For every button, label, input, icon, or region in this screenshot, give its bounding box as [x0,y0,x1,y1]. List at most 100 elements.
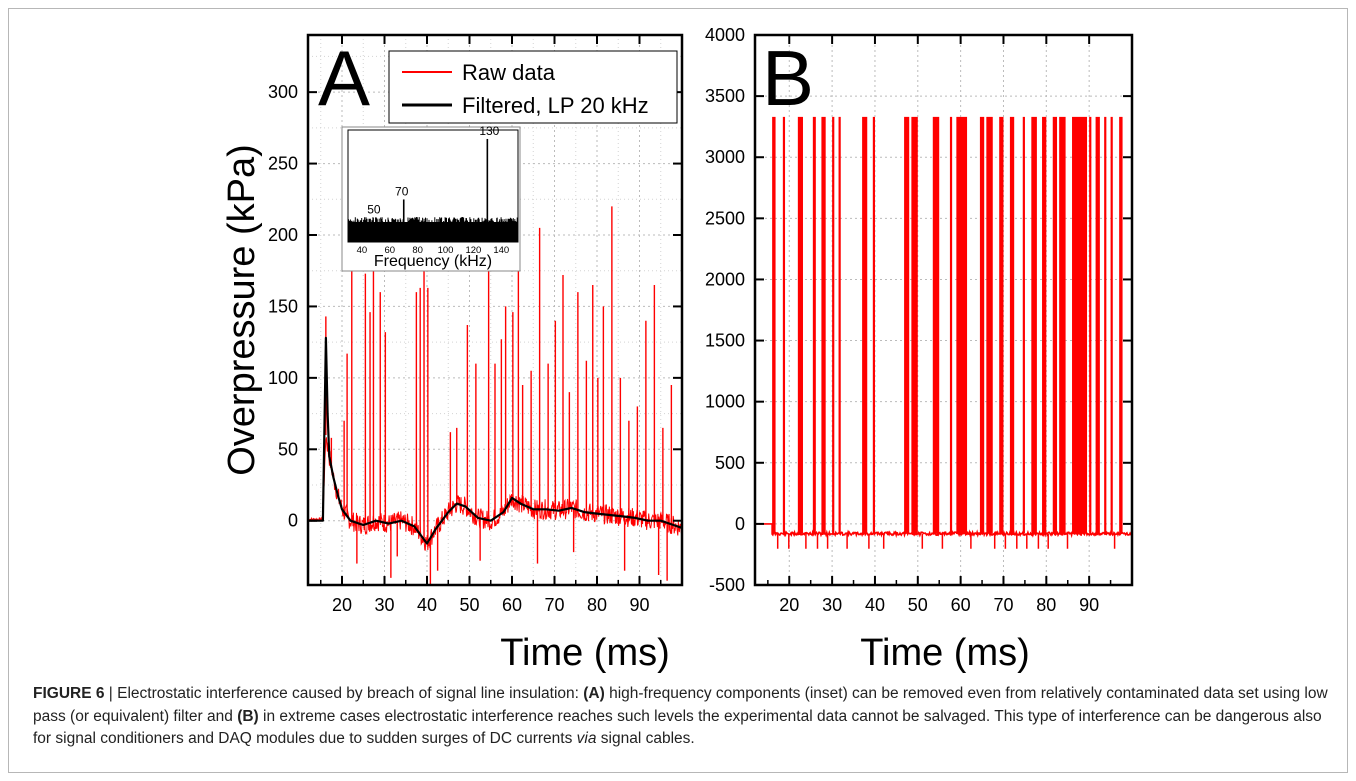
panel-label-a: A [318,34,370,122]
saturated-block [1095,116,1100,534]
legend-label-raw: Raw data [462,60,556,85]
x-tick-label: 50 [459,595,479,615]
inset-peak-label: 50 [367,202,381,216]
x-tick-label: 40 [865,595,885,615]
inset-x-tick-label: 60 [385,245,396,256]
saturated-block [1110,116,1113,534]
ticks-b: 20 30 40 50 60 70 80 90 -500 0 500 1000 1500 2000 2500… [705,25,1132,615]
inset-x-tick-label: 40 [357,245,368,256]
chart-panel-b: 20 30 40 50 60 70 80 90 -500 0 500 1000 1500 2000 2500… [705,25,1134,674]
x-tick-label: 80 [1036,595,1056,615]
y-tick-label: 3500 [705,86,745,106]
inset-peak-label: 130 [479,124,499,138]
caption-tag-a: (A) [583,685,605,702]
saturated-block [904,116,910,534]
y-tick-label: 0 [735,514,745,534]
y-tick-label: 200 [268,225,298,245]
filtered-data-line [308,336,682,545]
saturated-block [911,116,918,534]
saturated-block [838,116,841,534]
y-tick-label: 250 [268,154,298,174]
saturated-block [812,116,816,534]
inset-x-axis-label: Frequency (kHz) [374,253,492,270]
inset-x-tick-label: 140 [493,245,509,256]
saturated-block [1031,116,1037,534]
saturated-block [1042,116,1047,534]
saturated-block [979,116,985,534]
y-axis-label-a: Overpressure (kPa) [221,144,263,476]
x-tick-label: 90 [629,595,649,615]
y-tick-label: 150 [268,296,298,316]
caption-separator: | [104,685,118,702]
saturated-block [1119,116,1123,534]
caption-figure-label: FIGURE 6 [33,685,105,702]
figure-caption: FIGURE 6 | Electrostatic interference ca… [33,683,1333,751]
x-axis-label-a: Time (ms) [500,632,670,674]
inset-x-tick-label: 80 [412,245,423,256]
caption-end: signal cables. [596,730,695,747]
plot-area-b [755,116,1132,549]
negative-spikes [776,533,1116,549]
x-tick-label: 30 [822,595,842,615]
interference-baseline [755,523,1132,539]
y-tick-label: 3000 [705,147,745,167]
x-tick-label: 70 [993,595,1013,615]
y-tick-label: 100 [268,368,298,388]
saturated-block [1089,116,1092,534]
panel-label-b: B [762,34,814,122]
inset-peak-label: 70 [395,184,409,198]
x-tick-label: 40 [417,595,437,615]
inset-axes-frame [347,129,519,243]
legend-box [388,50,678,124]
y-tick-label: 300 [268,82,298,102]
saturated-block [772,116,776,534]
figure-frame [8,8,1348,773]
x-tick-label: 30 [374,595,394,615]
axes-frame-a [306,33,684,587]
saturated-block [1022,116,1025,534]
y-tick-label: 50 [278,439,298,459]
y-tick-label: 500 [715,453,745,473]
y-tick-label: -500 [709,575,745,595]
saturated-block [932,116,940,534]
chart-panel-a: 20 30 40 50 60 70 80 90 0 50 100 150 200 250 300 A Tim… [221,33,684,674]
inset-plot-area [348,138,518,242]
axes-frame-b [753,33,1134,587]
caption-intro: Electrostatic interference caused by bre… [117,685,584,702]
inset-noise-band [348,222,518,242]
x-tick-label: 70 [544,595,564,615]
x-tick-label: 90 [1079,595,1099,615]
x-tick-label: 80 [587,595,607,615]
legend-label-filtered: Filtered, LP 20 kHz [462,93,649,118]
saturated-block [986,116,993,534]
saturated-block [797,116,803,534]
saturated-block [1072,116,1088,534]
x-axis-label-b: Time (ms) [860,632,1030,674]
y-tick-label: 1500 [705,331,745,351]
y-tick-label: 2000 [705,269,745,289]
plot-area-a [308,206,682,585]
saturated-block [832,116,835,534]
x-tick-label: 60 [951,595,971,615]
saturated-block [821,116,826,534]
saturated-block [999,116,1004,534]
saturated-block [1052,116,1058,534]
saturated-block [956,116,968,534]
y-tick-label: 0 [288,511,298,531]
x-tick-label: 60 [502,595,522,615]
y-tick-label: 4000 [705,25,745,45]
saturated-block [1104,116,1107,534]
caption-tag-b: (B) [237,707,259,725]
saturated-block [1059,116,1066,534]
inset-x-tick-label: 100 [438,245,454,256]
inset-spectrum: 50 70 130 40 60 80 100 120 140 Frequency (kHz) [341,124,521,272]
inset-ticks: 50 70 130 40 60 80 100 120 140 [357,124,510,256]
legend-a: Raw data Filtered, LP 20 kHz [388,50,678,124]
ticks-a: 20 30 40 50 60 70 80 90 0 50 100 150 200 250 300 [268,35,682,615]
y-tick-label: 2500 [705,208,745,228]
saturated-block [1009,116,1015,534]
saturated-block [949,116,953,534]
saturated-block [782,116,786,534]
y-tick-label: 1000 [705,392,745,412]
